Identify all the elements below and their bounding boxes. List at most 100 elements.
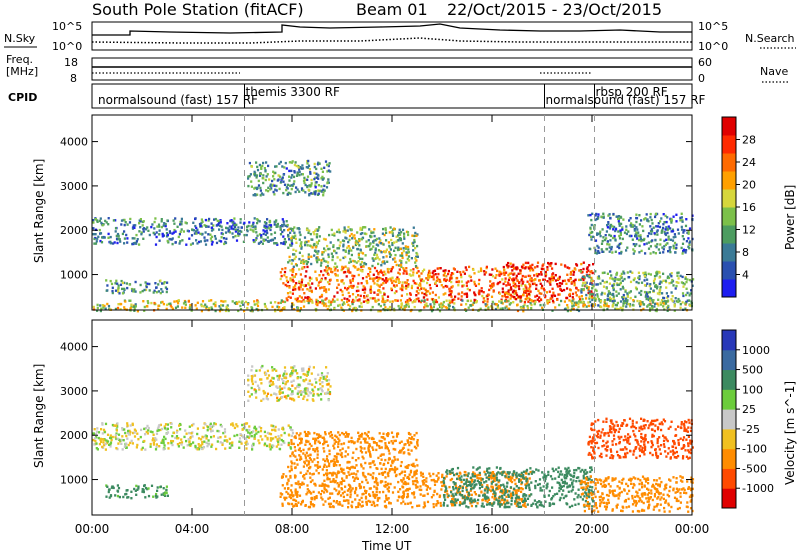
echo-mark bbox=[438, 278, 441, 282]
echo-mark bbox=[332, 244, 335, 247]
echo-mark bbox=[132, 224, 135, 227]
echo-mark bbox=[351, 277, 355, 280]
echo-mark bbox=[302, 179, 306, 182]
echo-mark bbox=[419, 485, 422, 488]
echo-mark bbox=[565, 282, 568, 285]
echo-mark bbox=[250, 393, 253, 396]
echo-mark bbox=[237, 232, 240, 235]
echo-mark bbox=[280, 434, 283, 437]
echo-mark bbox=[306, 244, 309, 247]
echo-mark bbox=[572, 304, 575, 307]
echo-mark bbox=[378, 270, 381, 274]
echo-mark bbox=[307, 257, 310, 260]
echo-mark bbox=[317, 258, 320, 261]
echo-mark bbox=[473, 498, 476, 501]
echo-mark bbox=[504, 280, 507, 283]
echo-mark bbox=[520, 498, 523, 501]
echo-mark bbox=[290, 262, 293, 265]
echo-mark bbox=[528, 477, 531, 480]
echo-mark bbox=[303, 379, 306, 383]
echo-mark bbox=[321, 489, 324, 493]
echo-mark bbox=[299, 307, 303, 310]
echo-mark bbox=[298, 286, 301, 289]
echo-mark bbox=[243, 233, 246, 237]
echo-mark bbox=[174, 230, 177, 233]
echo-mark bbox=[236, 425, 239, 428]
echo-mark bbox=[148, 233, 151, 237]
echo-mark bbox=[386, 295, 390, 298]
echo-mark bbox=[101, 432, 104, 435]
echo-mark bbox=[185, 222, 188, 225]
echo-mark bbox=[144, 496, 147, 499]
echo-mark bbox=[439, 501, 442, 505]
echo-mark bbox=[388, 501, 391, 504]
echo-mark bbox=[95, 442, 98, 445]
echo-mark bbox=[273, 368, 276, 371]
echo-mark bbox=[677, 300, 680, 304]
echo-mark bbox=[178, 242, 181, 245]
echo-mark bbox=[388, 231, 391, 234]
echo-mark bbox=[617, 283, 620, 286]
echo-mark bbox=[613, 234, 616, 238]
echo-mark bbox=[409, 471, 412, 474]
echo-mark bbox=[664, 232, 667, 235]
echo-mark bbox=[308, 279, 311, 282]
echo-mark bbox=[298, 300, 301, 303]
echo-mark bbox=[343, 226, 346, 229]
echo-mark bbox=[300, 246, 303, 249]
echo-mark bbox=[276, 438, 279, 441]
echo-mark bbox=[436, 267, 439, 270]
echo-mark bbox=[618, 234, 621, 238]
echo-mark bbox=[375, 253, 379, 257]
echo-mark bbox=[503, 268, 506, 272]
echo-mark bbox=[371, 477, 374, 480]
echo-mark bbox=[184, 429, 187, 432]
echo-mark bbox=[515, 297, 518, 301]
echo-mark bbox=[535, 294, 539, 297]
echo-mark bbox=[297, 383, 300, 386]
echo-mark bbox=[677, 281, 680, 284]
echo-mark bbox=[329, 502, 333, 505]
echo-mark bbox=[297, 395, 300, 398]
echo-mark bbox=[554, 262, 557, 266]
echo-mark bbox=[176, 225, 179, 228]
echo-mark bbox=[433, 300, 436, 304]
echo-mark bbox=[474, 473, 477, 477]
echo-mark bbox=[348, 238, 351, 242]
echo-mark bbox=[658, 251, 662, 254]
echo-mark bbox=[389, 300, 392, 303]
echo-mark bbox=[325, 366, 328, 369]
echo-mark bbox=[423, 479, 426, 482]
echo-mark bbox=[202, 426, 205, 429]
echo-mark bbox=[511, 278, 514, 281]
echo-mark bbox=[499, 280, 502, 284]
echo-mark bbox=[109, 434, 112, 437]
echo-mark bbox=[270, 383, 273, 386]
echo-mark bbox=[632, 304, 635, 307]
echo-mark bbox=[688, 278, 692, 282]
echo-mark bbox=[297, 480, 300, 483]
echo-mark bbox=[248, 221, 251, 224]
echo-mark bbox=[512, 273, 515, 276]
echo-mark bbox=[652, 251, 655, 254]
echo-mark bbox=[626, 302, 629, 306]
echo-mark bbox=[611, 299, 614, 303]
echo-mark bbox=[293, 399, 296, 402]
echo-mark bbox=[644, 295, 647, 298]
echo-mark bbox=[628, 276, 631, 279]
echo-mark bbox=[297, 390, 300, 393]
echo-mark bbox=[327, 261, 330, 264]
echo-mark bbox=[272, 190, 275, 194]
echo-mark bbox=[404, 281, 407, 284]
echo-mark bbox=[322, 188, 325, 191]
echo-mark bbox=[240, 230, 243, 233]
echo-mark bbox=[299, 483, 302, 486]
echo-mark bbox=[278, 162, 281, 165]
echo-mark bbox=[416, 504, 419, 508]
echo-mark bbox=[619, 231, 622, 234]
echo-mark bbox=[587, 286, 590, 289]
echo-mark bbox=[358, 498, 361, 502]
echo-mark bbox=[363, 295, 366, 298]
echo-mark bbox=[462, 284, 465, 287]
echo-mark bbox=[558, 303, 561, 307]
